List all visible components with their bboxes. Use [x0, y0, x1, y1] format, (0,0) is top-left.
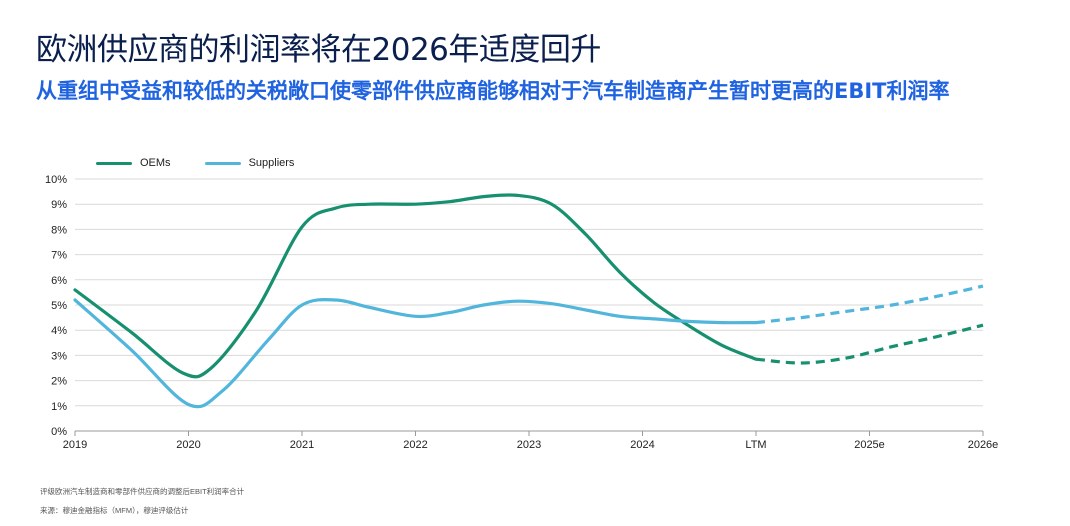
y-tick-label: 0%	[51, 426, 67, 438]
x-tick-label: 2025e	[854, 439, 885, 451]
chart-source: 来源：穆迪金融指标（MFM），穆迪评级估计	[40, 506, 189, 515]
y-tick-label: 9%	[51, 199, 67, 211]
x-tick-label: LTM	[745, 439, 766, 451]
legend-item-suppliers: Suppliers	[204, 157, 295, 169]
x-tick-label: 2021	[290, 439, 314, 451]
x-tick-label: 2026e	[968, 439, 999, 451]
page-title: 欧洲供应商的利润率将在2026年适度回升	[36, 32, 601, 68]
x-tick-label: 2024	[630, 439, 654, 451]
x-tick-label: 2022	[403, 439, 427, 451]
series-line-suppliers-actual	[73, 297, 758, 409]
y-tick-label: 8%	[51, 224, 67, 236]
page-subtitle: 从重组中受益和较低的关税敞口使零部件供应商能够相对于汽车制造商产生暂时更高的EB…	[36, 79, 950, 103]
y-tick-label: 10%	[45, 174, 67, 186]
x-tick-label: 2019	[63, 439, 87, 451]
legend-label-suppliers: Suppliers	[248, 157, 295, 169]
legend-swatch-suppliers	[204, 161, 241, 165]
series-line-oems-forecast	[755, 323, 984, 365]
chart-legend: OEMs Suppliers	[96, 157, 294, 169]
series-line-suppliers-forecast	[755, 284, 984, 325]
y-tick-label: 6%	[51, 275, 67, 287]
chart-note: 评级欧洲汽车制造商和零部件供应商的调整后EBIT利润率合计	[40, 487, 245, 496]
x-tick-label: 2023	[517, 439, 541, 451]
y-tick-label: 1%	[51, 401, 67, 413]
y-tick-label: 2%	[51, 376, 67, 388]
y-tick-label: 7%	[51, 250, 67, 262]
x-tick-label: 2020	[176, 439, 200, 451]
y-tick-label: 4%	[51, 325, 67, 337]
series-line-oems-actual	[73, 193, 758, 379]
legend-item-oems: OEMs	[96, 157, 171, 169]
y-tick-label: 3%	[51, 350, 67, 362]
legend-swatch-oems	[96, 161, 132, 165]
legend-label-oems: OEMs	[140, 157, 171, 169]
y-tick-label: 5%	[51, 300, 67, 312]
